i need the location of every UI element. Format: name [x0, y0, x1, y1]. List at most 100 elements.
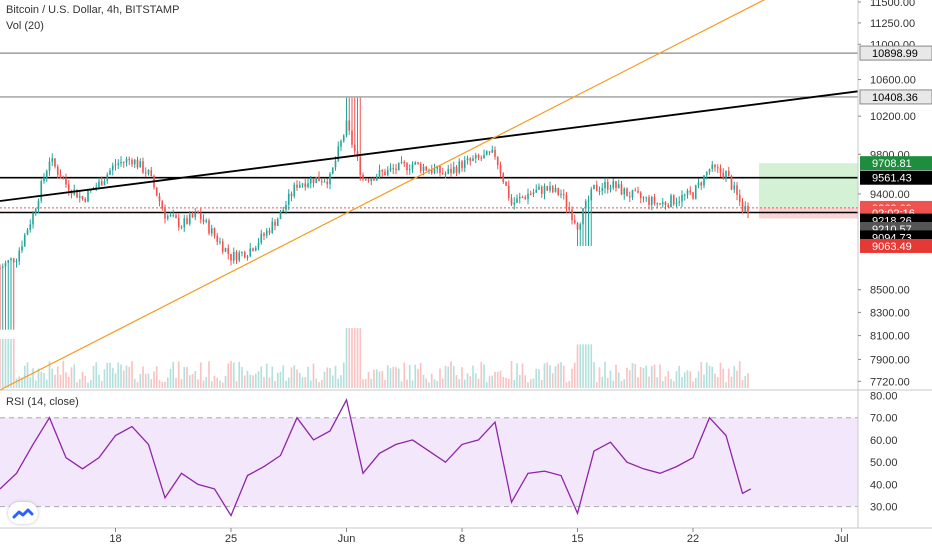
volume-bar	[117, 362, 120, 388]
volume-bar	[15, 378, 18, 388]
volume-bar	[436, 381, 439, 388]
volume-bar	[433, 379, 436, 388]
volume-bar	[304, 377, 307, 388]
candle-body	[12, 258, 15, 263]
candle-body	[650, 196, 653, 205]
candle-body	[183, 218, 186, 228]
candle-body	[23, 234, 26, 247]
candle-body	[232, 251, 235, 261]
candle-body	[111, 165, 114, 171]
level-badge	[859, 45, 932, 61]
candle-body	[65, 178, 67, 185]
candle-body	[598, 190, 601, 192]
y-tick-label: 11500.00	[870, 0, 915, 9]
volume-bar	[224, 375, 227, 388]
candle-body	[535, 189, 538, 193]
price-badge-label: 9063.49	[872, 241, 912, 253]
candle-body	[150, 170, 153, 177]
tradingview-logo-icon[interactable]	[8, 502, 38, 524]
candle-body	[1, 266, 4, 268]
candle-body	[378, 170, 381, 177]
volume-bar	[103, 369, 106, 388]
candle-body	[477, 155, 480, 158]
candle-body	[320, 181, 323, 183]
candle-body	[216, 235, 219, 242]
candle-body	[565, 195, 568, 208]
candle-body	[59, 174, 62, 179]
volume-bar	[301, 377, 304, 388]
x-tick-label: 15	[571, 533, 583, 545]
volume-bar	[133, 378, 136, 388]
candle-body	[716, 167, 719, 169]
volume-bar	[741, 380, 744, 388]
candle-body	[463, 160, 466, 169]
volume-bar	[518, 374, 521, 388]
volume-bar	[543, 363, 546, 388]
candle-body	[37, 200, 40, 210]
volume-bar	[408, 365, 411, 388]
candle-body	[290, 193, 293, 197]
candle-body	[312, 178, 315, 184]
candle-body	[485, 151, 488, 155]
candle-body	[117, 163, 120, 165]
volume-bar	[150, 378, 153, 388]
volume-bar	[43, 372, 45, 388]
candle-body	[491, 149, 494, 153]
volume-bar	[153, 371, 155, 388]
volume-bar	[532, 378, 535, 388]
volume-bar	[494, 371, 496, 388]
volume-bar	[351, 328, 353, 388]
volume-bar	[727, 368, 730, 388]
volume-bar	[598, 367, 601, 388]
candle-body	[678, 201, 681, 203]
volume-bar	[172, 361, 175, 388]
candle-body	[54, 158, 56, 167]
volume-bar	[1, 338, 4, 388]
candle-body	[697, 182, 700, 186]
candle-body	[496, 156, 499, 165]
volume-bar	[562, 365, 565, 388]
volume-bar	[642, 368, 645, 388]
candle-body	[395, 168, 397, 171]
volume-bar	[738, 361, 741, 388]
volume-bar	[282, 365, 285, 388]
candle-body	[318, 177, 320, 182]
candle-body	[628, 196, 631, 198]
candle-body	[197, 212, 199, 214]
candle-body	[268, 230, 271, 233]
candle-body	[425, 166, 428, 171]
candle-body	[439, 166, 441, 174]
volume-bar	[425, 378, 428, 388]
candle-body	[590, 189, 593, 201]
candle-body	[507, 185, 510, 199]
rsi-pane[interactable]	[0, 398, 858, 518]
volume-bar	[246, 370, 249, 388]
volume-bar	[208, 361, 210, 388]
candle-body	[466, 158, 469, 161]
volume-bar	[513, 379, 516, 388]
volume-bar	[191, 374, 194, 388]
candle-body	[747, 205, 749, 214]
candle-body	[645, 197, 648, 199]
candle-body	[444, 173, 447, 175]
candle-body	[521, 196, 524, 198]
volume-bar	[430, 373, 433, 388]
volume-bar	[318, 382, 320, 388]
candle-body	[241, 252, 243, 254]
candle-body	[161, 201, 164, 209]
price-badge	[860, 238, 932, 253]
candle-body	[400, 161, 403, 163]
volume-bar	[199, 362, 202, 388]
candle-body	[274, 221, 276, 226]
volume-bar	[106, 362, 109, 388]
volume-bar	[628, 370, 631, 388]
volume-bar	[142, 366, 144, 388]
volume-bar	[114, 373, 117, 388]
candle-body	[345, 120, 348, 136]
price-pane[interactable]	[0, 0, 932, 391]
volume-bar	[568, 380, 571, 388]
candle-body	[367, 179, 370, 182]
candle-body	[125, 159, 128, 163]
volume-bar	[205, 377, 208, 388]
